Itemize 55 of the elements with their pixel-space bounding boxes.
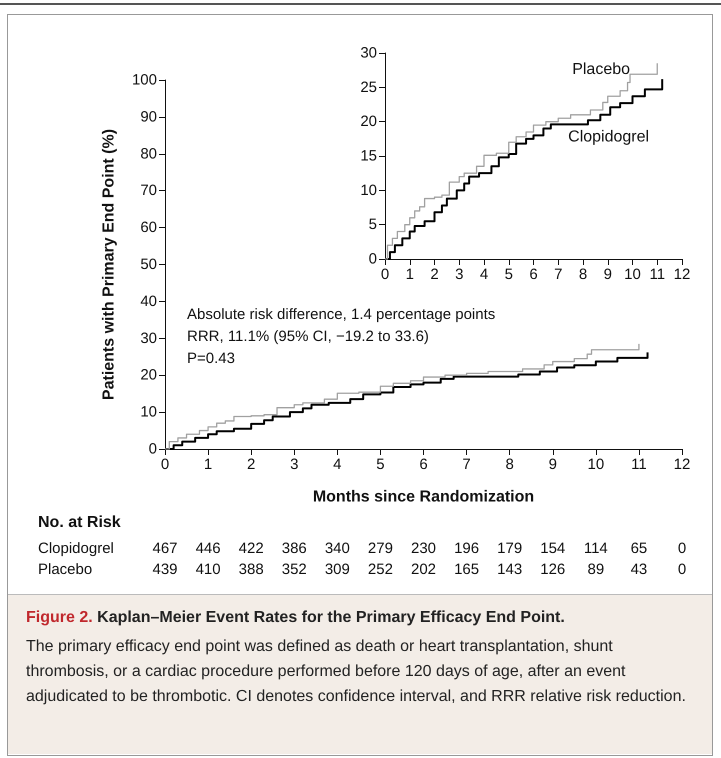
- x-tick-label: 10: [624, 266, 641, 283]
- y-tick-label: 60: [140, 219, 157, 236]
- x-tick-label: 12: [674, 456, 690, 473]
- x-tick-label: 0: [160, 456, 170, 473]
- y-tick-label: 30: [360, 44, 377, 62]
- x-tick-label: 11: [631, 456, 647, 473]
- y-tick-label: 90: [140, 108, 157, 126]
- x-tick-label: 4: [480, 266, 488, 283]
- x-tick-label: 6: [419, 456, 428, 473]
- y-tick-label: 10: [140, 404, 157, 421]
- annotation: Absolute risk difference, 1.4 percentage points: [187, 305, 496, 325]
- y-tick-label: 20: [360, 113, 377, 130]
- x-tick-label: 2: [430, 266, 439, 283]
- x-tick-label: 1: [204, 456, 212, 473]
- x-tick-label: 2: [246, 456, 256, 473]
- x-tick-label: 5: [504, 266, 513, 283]
- annotation: P=0.43: [187, 349, 236, 369]
- annotation: RRR, 11.1% (95% CI, −19.2 to 33.6): [187, 327, 430, 347]
- series-label: Placebo: [572, 60, 630, 78]
- y-tick-label: 50: [140, 256, 157, 273]
- x-tick-label: 3: [290, 456, 298, 473]
- y-tick-label: 100: [132, 72, 157, 88]
- text: Clopidogrel 467 446 422 386 340 279 230 196 179 154 114 65 0: [38, 540, 686, 557]
- x-tick-label: 4: [333, 456, 342, 473]
- y-tick-label: 70: [140, 182, 157, 200]
- y-tick-label: 0: [368, 250, 377, 268]
- x-tick-label: 9: [548, 456, 557, 473]
- series-label: Clopidogrel: [568, 128, 650, 146]
- x-tick-label: 7: [554, 266, 562, 283]
- x-tick-label: 7: [462, 456, 471, 473]
- y-tick-label: 20: [140, 366, 157, 384]
- x-tick-label: 10: [587, 456, 604, 473]
- x-tick-label: 12: [674, 266, 690, 283]
- x-tick-label: 8: [505, 456, 514, 473]
- y-tick-label: 30: [140, 330, 157, 347]
- text: No. at Risk: [38, 514, 121, 532]
- y-tick-label: 80: [140, 145, 157, 162]
- x-axis-title: Months since Randomization: [312, 488, 534, 506]
- text: Placebo 439 410 388 352 309 252 202 165 143 126 89 43 0: [38, 561, 686, 578]
- y-tick-label: 10: [360, 182, 377, 199]
- y-tick-label: 15: [360, 148, 377, 164]
- y-axis-title: Patients with Primary End Point (%): [100, 128, 118, 400]
- x-tick-label: 6: [529, 266, 538, 283]
- x-tick-label: 11: [649, 266, 666, 283]
- x-tick-label: 0: [380, 266, 390, 283]
- x-tick-label: 3: [455, 266, 464, 283]
- x-tick-label: 9: [604, 266, 612, 283]
- y-tick-label: 25: [360, 78, 377, 96]
- y-tick-label: 40: [140, 292, 157, 310]
- x-tick-label: 1: [406, 266, 414, 283]
- y-tick-label: 5: [368, 216, 377, 234]
- text: The primary efficacy end point was defined as death or heart transplantation, shunt thrombosis, or a cardiac procedure performed before 120 days of age, after an event adjudicated to be thrombotic. CI denotes confidence interval, and RRR relative risk reduction.: [26, 637, 687, 707]
- x-tick-label: 8: [578, 266, 588, 283]
- y-tick-label: 0: [148, 440, 157, 458]
- text: Figure 2. Kaplan–Meier Event Rates for the Primary Efficacy End Point.: [26, 608, 566, 628]
